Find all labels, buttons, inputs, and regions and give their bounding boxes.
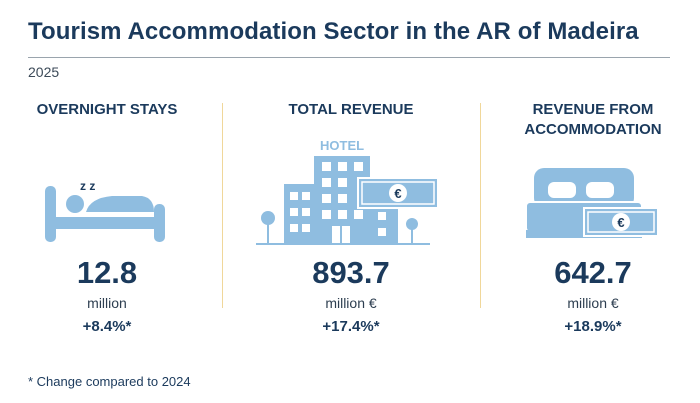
indicator-change: +18.9%* — [564, 318, 622, 335]
euro-symbol-text: € — [617, 215, 624, 230]
page-title: Tourism Accommodation Sector in the AR o… — [28, 18, 639, 45]
indicator-unit: million € — [325, 295, 377, 311]
sleep-z-text: z z — [80, 179, 95, 193]
title-divider — [28, 57, 670, 58]
footnote: * Change compared to 2024 — [28, 374, 191, 389]
indicator-accommodation-revenue: REVENUE FROM ACCOMMODATION € 642.7 milli… — [498, 100, 688, 340]
indicator-overnight-stays: OVERNIGHT STAYS z z 12.8 million +8.4%* — [12, 100, 202, 340]
indicator-unit: million € — [567, 295, 619, 311]
euro-symbol-text: € — [394, 186, 401, 201]
indicator-total-revenue: TOTAL REVENUE HOTEL € — [256, 100, 446, 340]
indicator-heading: TOTAL REVENUE — [288, 101, 414, 118]
column-separator — [222, 103, 223, 308]
indicator-heading: OVERNIGHT STAYS — [36, 101, 178, 118]
hotel-icon: HOTEL € — [256, 138, 439, 245]
year-label: 2025 — [28, 64, 60, 80]
sleeping-person-icon: z z — [45, 179, 165, 242]
indicator-change: +8.4%* — [82, 318, 132, 335]
indicator-unit: million — [87, 295, 127, 311]
heading-line: ACCOMMODATION — [524, 121, 662, 138]
bed-money-icon: € — [526, 168, 659, 238]
indicator-heading: REVENUE FROM ACCOMMODATION — [498, 100, 688, 140]
heading-line: REVENUE FROM — [532, 101, 654, 118]
indicator-value: 642.7 — [554, 255, 632, 290]
indicator-change: +17.4%* — [322, 318, 380, 335]
column-separator — [480, 103, 481, 308]
indicator-value: 12.8 — [76, 255, 138, 290]
indicator-value: 893.7 — [312, 255, 390, 290]
hotel-sign-text: HOTEL — [320, 138, 364, 153]
